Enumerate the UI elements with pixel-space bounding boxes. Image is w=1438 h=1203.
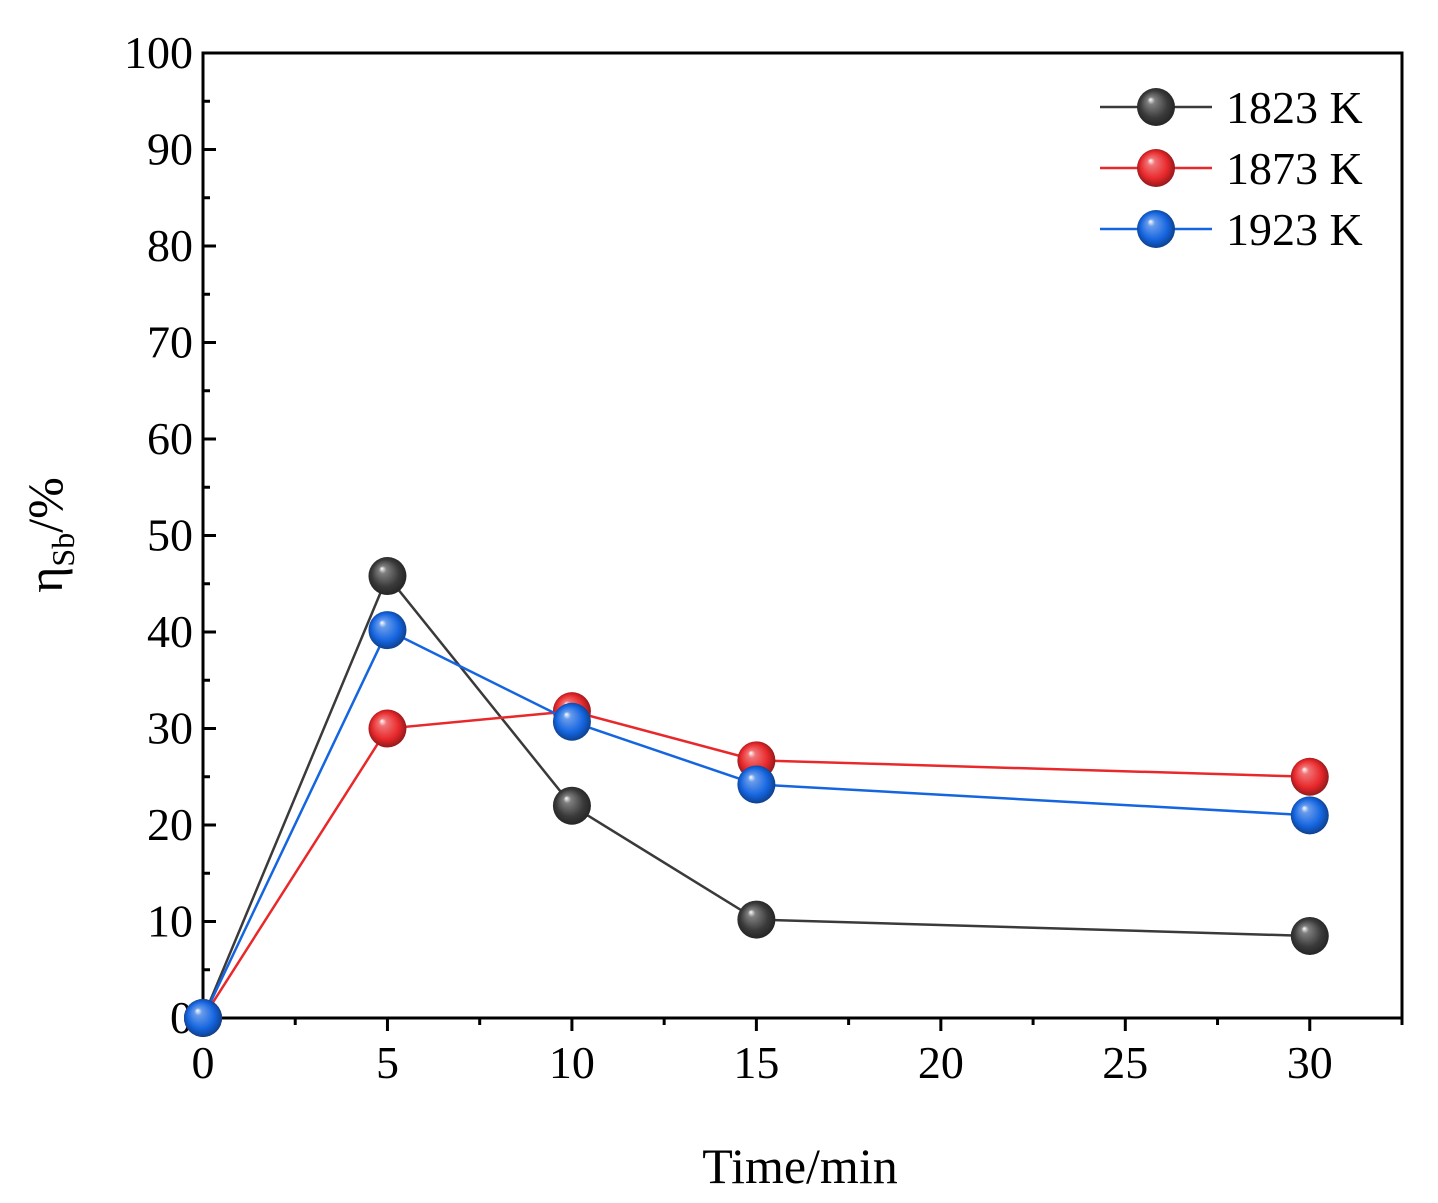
legend-marker: [1137, 88, 1175, 126]
y-tick-label: 100: [124, 27, 193, 78]
y-axis-title-subscript: Sb: [45, 533, 81, 567]
data-point: [184, 999, 222, 1037]
x-tick-label: 5: [376, 1037, 399, 1088]
y-tick-label: 50: [147, 510, 193, 561]
legend-label: 1923 K: [1226, 204, 1363, 255]
x-tick-label: 30: [1287, 1037, 1333, 1088]
data-point: [1290, 916, 1329, 955]
y-tick-label: 20: [147, 799, 193, 850]
data-point: [737, 900, 776, 939]
y-tick-label: 0: [170, 992, 193, 1043]
legend-item: 1873 K: [1100, 143, 1363, 194]
x-tick-label: 0: [192, 1037, 215, 1088]
series-layer: [184, 557, 1329, 1037]
data-point: [368, 709, 407, 748]
legend: 1823 K 1873 K 1923 K: [1100, 82, 1363, 255]
legend-marker: [1137, 149, 1175, 187]
legend-label: 1873 K: [1226, 143, 1363, 194]
x-tick-label: 20: [918, 1037, 964, 1088]
y-axis-title-main: η: [17, 567, 73, 593]
y-tick-label: 90: [147, 124, 193, 175]
data-point: [368, 611, 407, 650]
data-point: [1290, 796, 1329, 835]
data-point: [552, 702, 591, 741]
legend-item: 1923 K: [1100, 204, 1363, 255]
y-tick-label: 70: [147, 317, 193, 368]
y-tick-label: 80: [147, 220, 193, 271]
legend-marker: [1137, 210, 1175, 248]
x-tick-label: 10: [549, 1037, 595, 1088]
x-tick-label: 25: [1102, 1037, 1148, 1088]
data-point: [552, 786, 591, 825]
y-axis-title-suffix: /%: [17, 477, 73, 533]
y-tick-label: 30: [147, 703, 193, 754]
x-tick-label: 15: [733, 1037, 779, 1088]
y-axis-title: ηSb/%: [17, 477, 81, 593]
series-1923-k: [184, 611, 1329, 1037]
y-tick-label: 10: [147, 896, 193, 947]
data-point: [1290, 757, 1329, 796]
plot-frame: [201, 51, 1404, 1020]
series-line: [201, 628, 1310, 1019]
series-1873-k: [184, 692, 1329, 1037]
data-point: [368, 557, 407, 596]
axes: 0 10 20 30 40 50 60 70 80 90 100 0 5 10 15 20 25 30: [124, 27, 1404, 1088]
y-tick-label: 60: [147, 413, 193, 464]
y-tick-label: 40: [147, 606, 193, 657]
legend-item: 1823 K: [1100, 82, 1363, 133]
legend-label: 1823 K: [1226, 82, 1363, 133]
x-axis-title: Time/min: [702, 1138, 897, 1194]
data-point: [737, 765, 776, 804]
